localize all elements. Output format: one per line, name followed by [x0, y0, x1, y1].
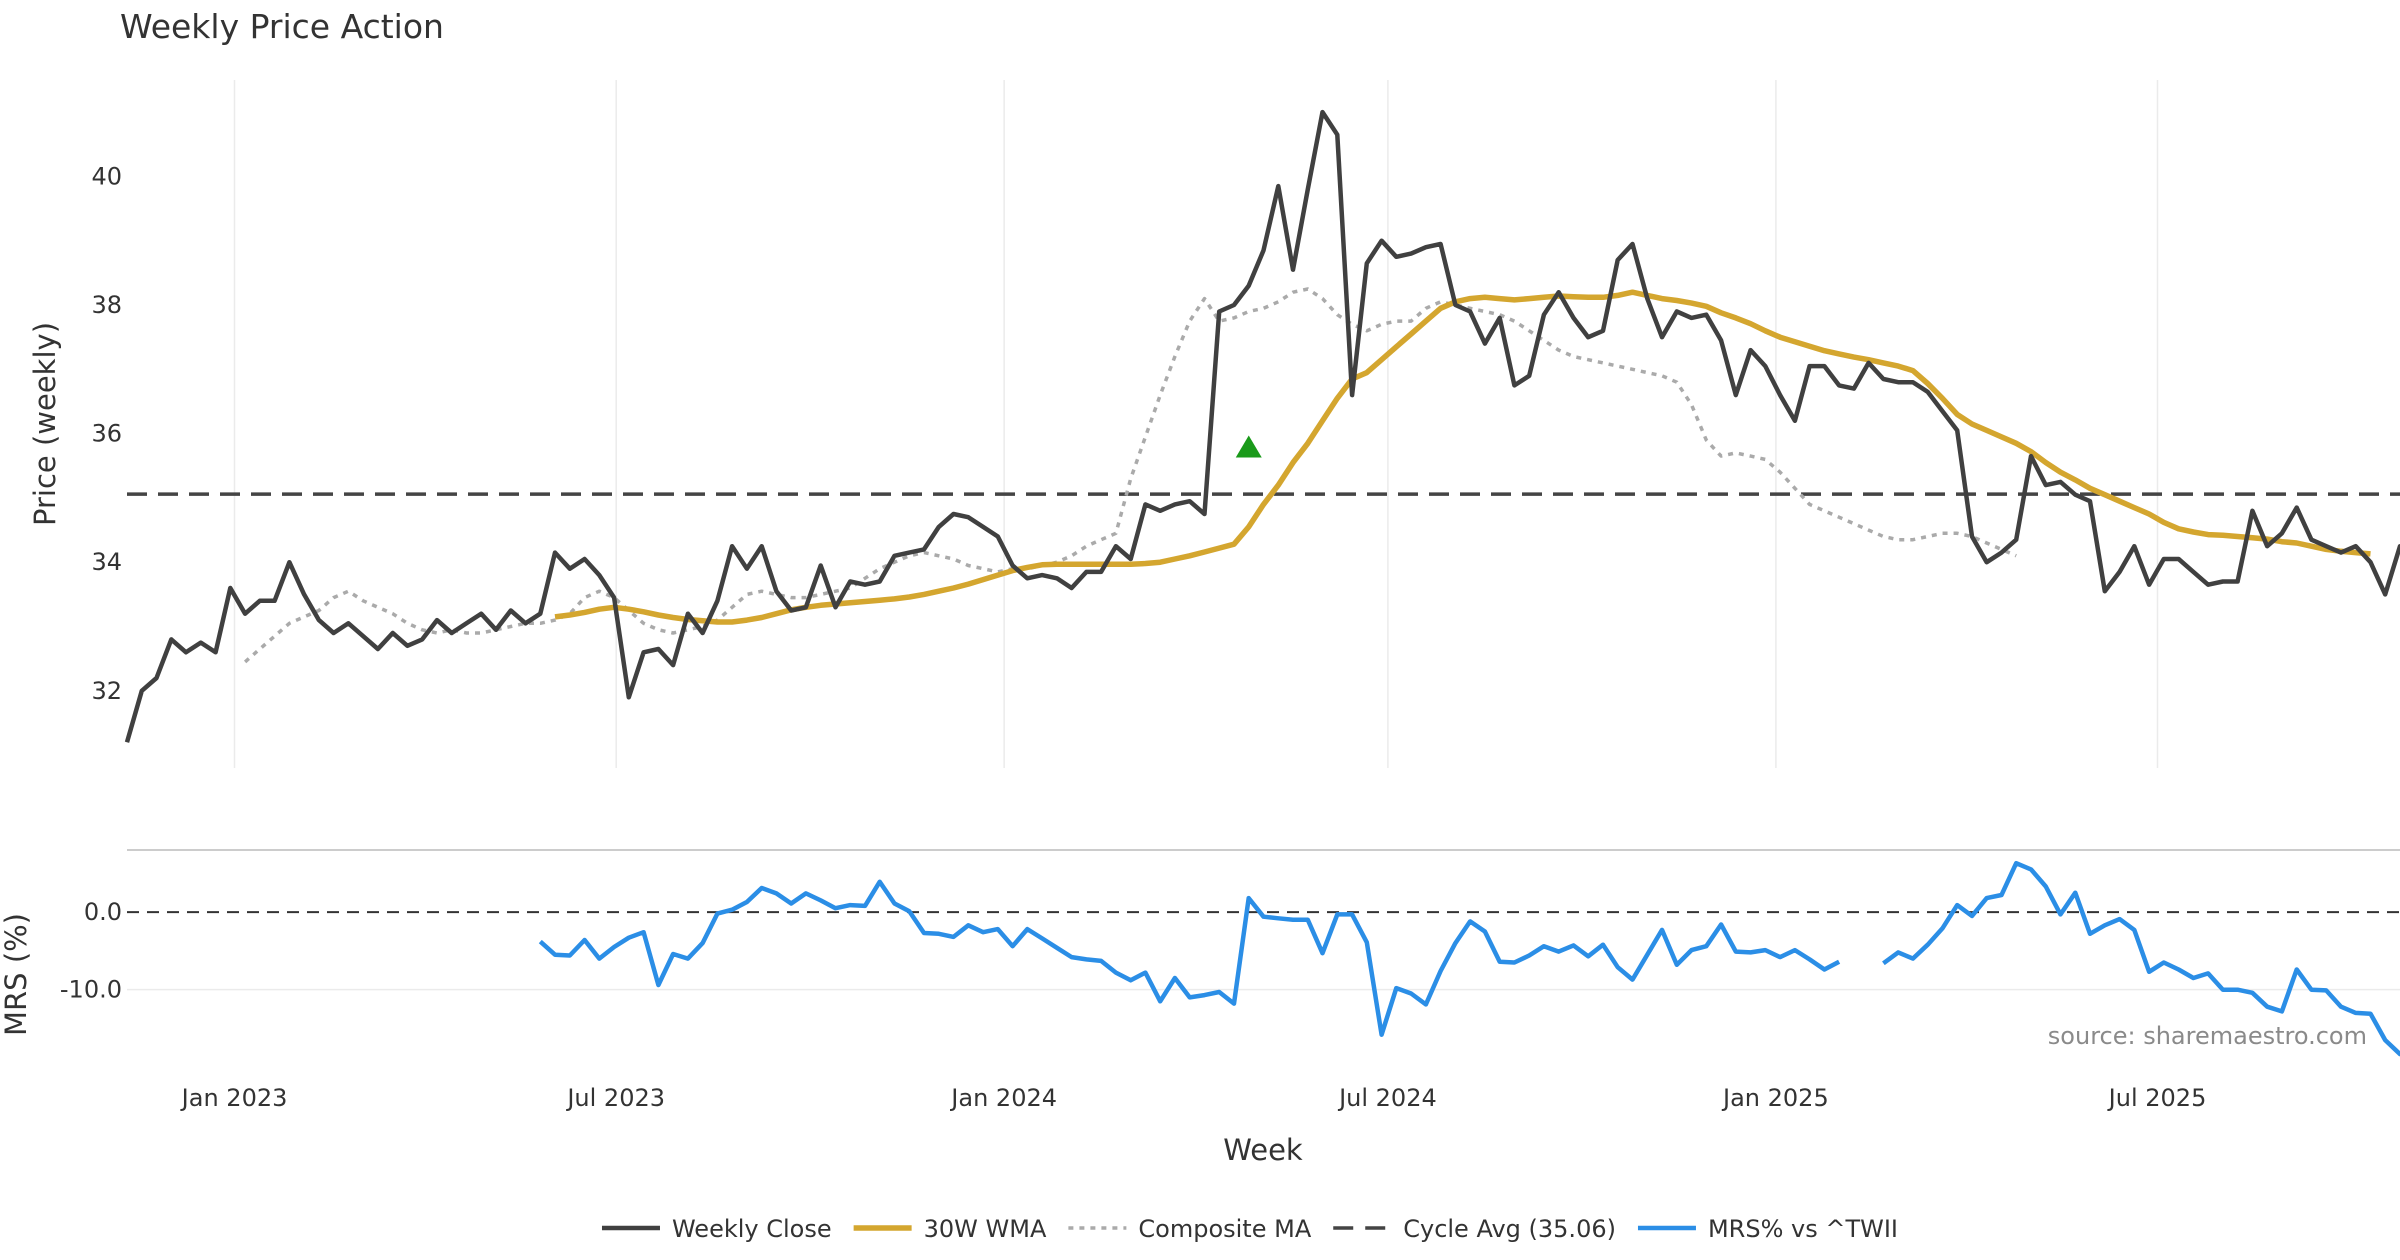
series-line-wma: [554, 289, 2371, 625]
mrs-y-tick-label: 0.0: [84, 898, 122, 926]
x-tick-label: Jul 2023: [565, 1084, 665, 1112]
series-line-mrs: [1882, 860, 2400, 1057]
mrs-y-tick-label: -10.0: [60, 976, 122, 1004]
price-y-tick-label: 40: [91, 162, 122, 190]
x-tick-label: Jul 2024: [1337, 1084, 1437, 1112]
legend-label-wma: 30W WMA: [924, 1215, 1047, 1243]
buy-signal-marker: [1235, 435, 1262, 458]
x-tick-label: Jan 2025: [1721, 1084, 1829, 1112]
series-line-close: [124, 109, 2400, 743]
x-axis-label: Week: [1223, 1133, 1303, 1167]
price-y-tick-label: 32: [91, 677, 122, 705]
mrs-y-axis-label: MRS (%): [0, 913, 33, 1036]
x-tick-label: Jan 2023: [180, 1084, 288, 1112]
series-line-mrs: [538, 879, 1841, 1037]
price-y-tick-label: 38: [91, 291, 122, 319]
x-tick-label: Jul 2025: [2107, 1084, 2207, 1112]
source-label: source: sharemaestro.com: [2048, 1022, 2367, 1050]
legend-label-composite: Composite MA: [1138, 1215, 1311, 1243]
legend: Weekly Close 30W WMA Composite MA Cycle Avg…: [601, 1215, 1898, 1243]
legend-label-cycle: Cycle Avg (35.06): [1403, 1215, 1616, 1243]
price-panel: 32 34 36 38 40 Price (weekly): [28, 80, 2400, 768]
legend-label-mrs: MRS% vs ^TWII: [1708, 1215, 1898, 1243]
x-tick-label: Jan 2024: [949, 1084, 1057, 1112]
x-axis: Jan 2023 Jul 2023 Jan 2024 Jul 2024 Jan 2025…: [180, 1084, 2207, 1112]
price-y-tick-label: 34: [91, 548, 122, 576]
mrs-panel: 0.0 -10.0 MRS (%): [0, 860, 2400, 1057]
legend-label-close: Weekly Close: [672, 1215, 832, 1243]
price-y-axis-label: Price (weekly): [28, 322, 62, 526]
series-line-composite: [243, 287, 2017, 664]
chart-title: Weekly Price Action: [120, 7, 444, 46]
price-y-tick-label: 36: [91, 420, 122, 448]
